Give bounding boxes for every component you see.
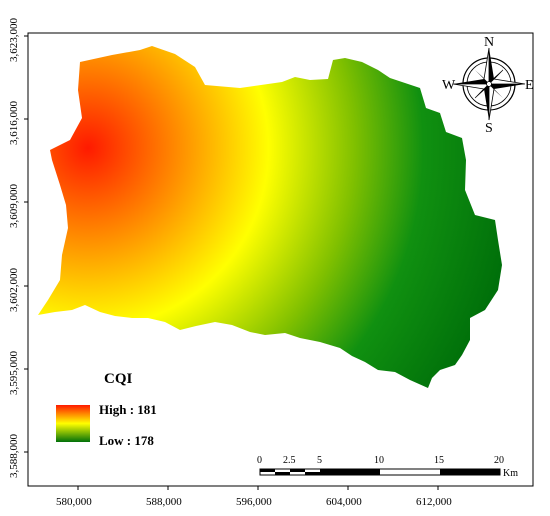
x-tick-label: 588,000 (146, 496, 182, 508)
y-tick-label: 3,609,000 (8, 184, 20, 229)
legend: CQI High : 181 Low : 178 (56, 371, 157, 448)
x-axis: 580,000 588,000 596,000 604,000 612,000 (56, 486, 452, 508)
y-tick-label: 3,595,000 (8, 351, 20, 396)
study-area-cqi-surface (38, 46, 502, 388)
x-tick-label: 612,000 (416, 496, 452, 508)
map-frame (27, 32, 534, 487)
scale-label: 5 (317, 455, 322, 466)
legend-high-label: High : 181 (99, 402, 157, 417)
y-tick-label: 3,602,000 (8, 268, 20, 313)
y-tick-label: 3,623,000 (8, 18, 20, 63)
west-label: W (442, 78, 456, 93)
north-label: N (484, 35, 494, 50)
legend-color-ramp (56, 405, 90, 442)
scale-label: 2.5 (283, 455, 296, 466)
south-label: S (485, 121, 493, 136)
x-tick-label: 604,000 (326, 496, 362, 508)
north-arrow-icon: N S E W (442, 35, 534, 136)
x-tick-label: 580,000 (56, 496, 92, 508)
scale-label: 20 (494, 455, 504, 466)
y-tick-label: 3,588,000 (8, 434, 20, 479)
legend-title: CQI (104, 371, 133, 387)
legend-low-label: Low : 178 (99, 433, 154, 448)
scale-label: 0 (257, 455, 262, 466)
x-tick-label: 596,000 (236, 496, 272, 508)
scale-label: 10 (374, 455, 384, 466)
scale-unit-label: Km (503, 468, 518, 479)
y-tick-label: 3,616,000 (8, 101, 20, 146)
y-axis: 3,623,000 3,616,000 3,609,000 3,602,000 … (8, 18, 28, 479)
east-label: E (525, 78, 534, 93)
scale-label: 15 (434, 455, 444, 466)
scale-bar: 0 2.5 5 10 15 20 Km (257, 455, 518, 479)
